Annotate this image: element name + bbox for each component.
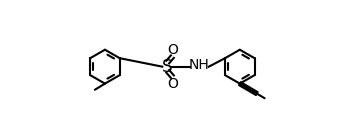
Text: NH: NH bbox=[189, 58, 210, 72]
Text: O: O bbox=[168, 77, 179, 91]
Text: O: O bbox=[168, 43, 179, 57]
Text: S: S bbox=[162, 58, 172, 76]
